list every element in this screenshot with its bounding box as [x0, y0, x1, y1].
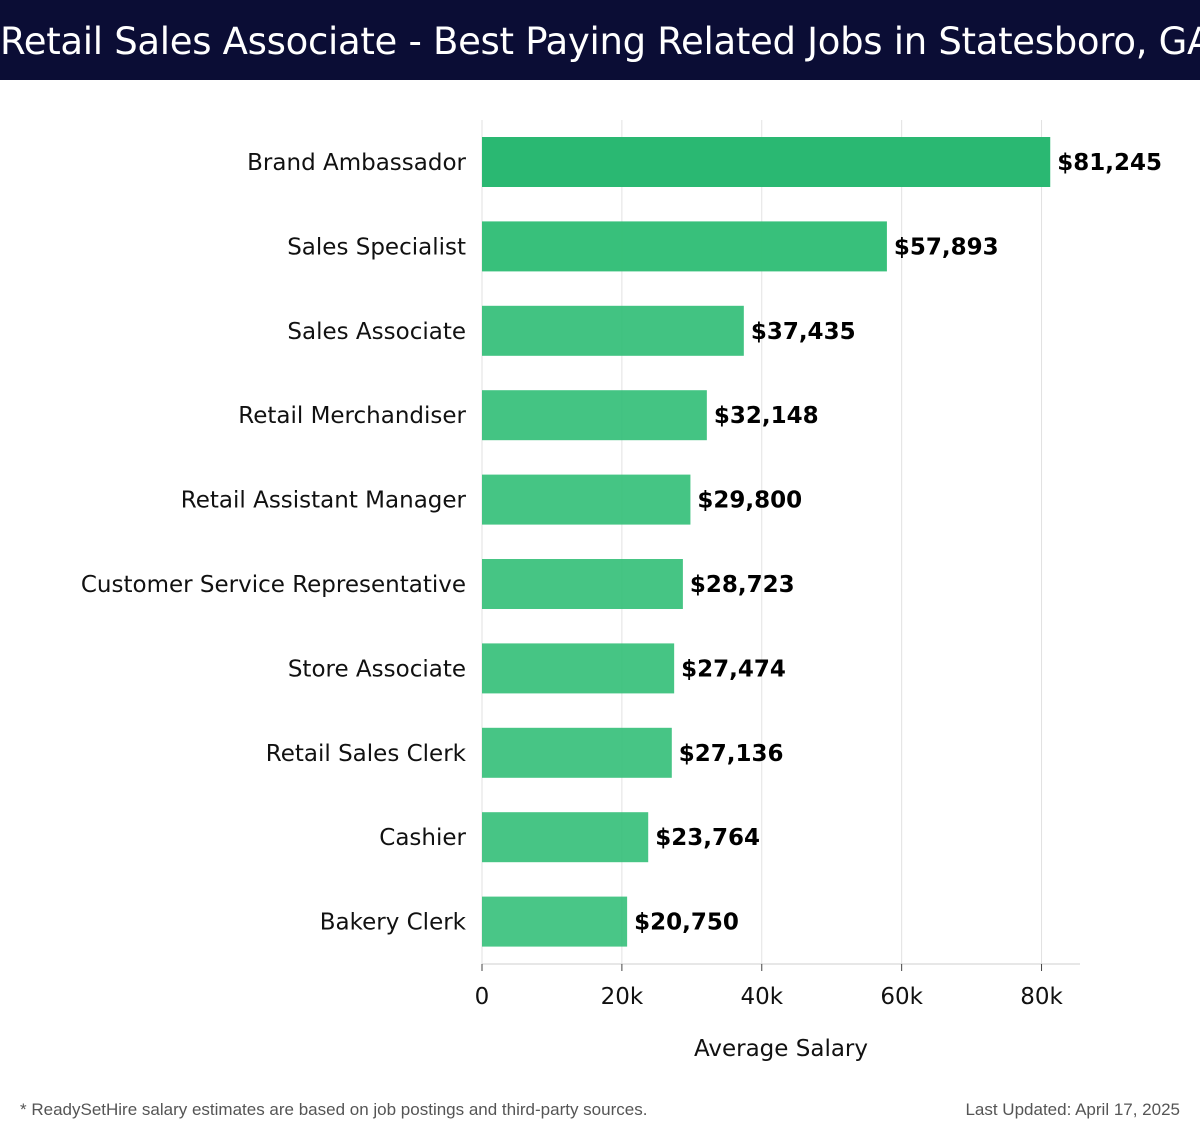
value-label-2: $37,435 [751, 319, 856, 345]
category-label-7: Retail Sales Clerk [266, 741, 467, 767]
value-label-0: $81,245 [1057, 150, 1162, 176]
x-tick-label-3: 60k [880, 984, 923, 1010]
category-label-6: Store Associate [288, 656, 466, 682]
category-label-1: Sales Specialist [287, 234, 466, 260]
x-tick-label-4: 80k [1020, 984, 1063, 1010]
value-label-3: $32,148 [714, 403, 819, 429]
bar-1 [482, 221, 887, 272]
bar-8 [482, 812, 649, 863]
x-axis: 0 20k 40k 60k 80k [475, 963, 1080, 1010]
category-label-3: Retail Merchandiser [238, 403, 466, 429]
value-label-1: $57,893 [894, 234, 999, 260]
value-label-8: $23,764 [655, 825, 760, 851]
bars [482, 137, 1051, 947]
footnote: * ReadySetHire salary estimates are base… [20, 1100, 648, 1119]
bar-7 [482, 727, 672, 778]
last-updated: Last Updated: April 17, 2025 [965, 1100, 1180, 1119]
bar-4 [482, 474, 691, 525]
value-label-6: $27,474 [681, 656, 786, 682]
value-labels: $81,245 $57,893 $37,435 $32,148 $29,800 $28,7… [634, 150, 1162, 936]
bar-6 [482, 643, 675, 694]
category-label-4: Retail Assistant Manager [181, 488, 467, 514]
page-title: Retail Sales Associate - Best Paying Rel… [0, 20, 1200, 63]
bar-3 [482, 390, 707, 441]
value-label-9: $20,750 [634, 910, 739, 936]
category-label-8: Cashier [379, 825, 466, 851]
bar-0 [482, 137, 1051, 187]
title-bar [0, 0, 1200, 80]
bar-9 [482, 896, 628, 947]
category-labels: Brand Ambassador Sales Specialist Sales As… [81, 150, 467, 936]
bar-2 [482, 305, 744, 356]
category-label-9: Bakery Clerk [320, 910, 467, 936]
salary-bar-chart: Brand Ambassador Sales Specialist Sales As… [81, 120, 1162, 1062]
x-tick-label-2: 40k [740, 984, 783, 1010]
value-label-4: $29,800 [697, 488, 802, 514]
x-axis-title: Average Salary [694, 1036, 868, 1062]
value-label-7: $27,136 [679, 741, 784, 767]
bar-5 [482, 559, 683, 609]
category-label-0: Brand Ambassador [247, 150, 466, 176]
value-label-5: $28,723 [690, 572, 795, 598]
x-tick-label-1: 20k [601, 984, 644, 1010]
category-label-2: Sales Associate [287, 319, 466, 345]
category-label-5: Customer Service Representative [81, 572, 466, 598]
x-tick-label-0: 0 [475, 984, 490, 1010]
